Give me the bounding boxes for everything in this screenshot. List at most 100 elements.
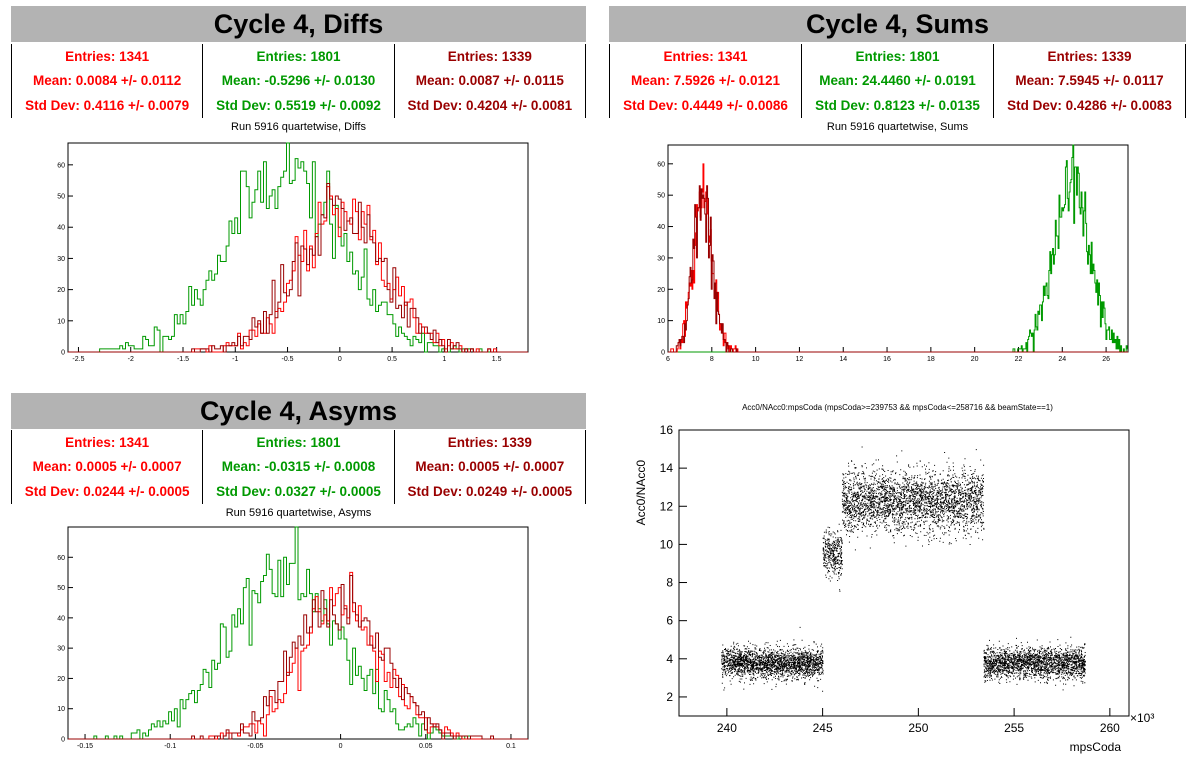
entries-label: Entries: 1801 <box>256 434 341 450</box>
mean-label: Mean: 7.5945 +/- 0.0117 <box>1015 73 1164 89</box>
sums-subtitle: Run 5916 quartetwise, Sums <box>826 121 969 133</box>
mean-label: Mean: 24.4460 +/- 0.0191 <box>819 73 976 89</box>
sums-stats-darkred: Entries: 1339 Mean: 7.5945 +/- 0.0117 St… <box>994 44 1185 118</box>
sums-stats-green: Entries: 1801 Mean: 24.4460 +/- 0.0191 S… <box>802 44 994 118</box>
entries-label: Entries: 1339 <box>447 434 532 450</box>
asyms-xtick-label: 0 <box>339 743 343 750</box>
scatter-xlabel: mpsCoda <box>1070 740 1122 754</box>
sums-histogram: 6 8 10 12 14 16 18 20 22 24 26 0 10 20 30 40 50 60 <box>657 144 1129 363</box>
asyms-ytick-label: 30 <box>57 646 65 653</box>
scatter-ytick-label: 10 <box>660 537 674 551</box>
std-label: Std Dev: 0.4204 +/- 0.0081 <box>407 98 573 114</box>
std-label: Std Dev: 0.8123 +/- 0.0135 <box>815 98 980 114</box>
mean-label: Mean: 0.0087 +/- 0.0115 <box>415 73 564 89</box>
sums-ytick-label: 30 <box>657 255 665 262</box>
sums-xtick-label: 26 <box>1102 356 1110 363</box>
diffs-frame <box>67 142 529 353</box>
diffs-xtick-label: 0 <box>338 356 342 363</box>
std-label: Std Dev: 0.4286 +/- 0.0083 <box>1007 98 1172 114</box>
sums-xtick-label: 12 <box>796 356 804 363</box>
asyms-stats-green: Entries: 1801 Mean: -0.0315 +/- 0.0008 S… <box>203 430 395 504</box>
scatter-ytick-label: 16 <box>660 423 674 437</box>
sums-xtick-label: 10 <box>752 356 760 363</box>
asyms-stats-box: Entries: 1341 Mean: 0.0005 +/- 0.0007 St… <box>11 430 586 504</box>
asyms-xtick-label: -0.15 <box>77 743 93 750</box>
entries-label: Entries: 1801 <box>256 48 341 64</box>
asyms-xtick-label: -0.1 <box>164 743 176 750</box>
mean-label: Mean: 0.0005 +/- 0.0007 <box>32 459 182 475</box>
diffs-stats-red: Entries: 1341 Mean: 0.0084 +/- 0.0112 St… <box>12 44 204 118</box>
sums-xtick-label: 14 <box>839 356 847 363</box>
scatter-ytick-label: 4 <box>666 652 673 666</box>
sums-ytick-label: 0 <box>661 350 665 357</box>
scatter-xtick-label: 260 <box>1100 721 1120 735</box>
asyms-ytick-label: 40 <box>57 615 65 622</box>
diffs-xtick-label: -2 <box>128 356 134 363</box>
diffs-subtitle: Run 5916 quartetwise, Diffs <box>231 121 366 133</box>
entries-label: Entries: 1801 <box>855 48 940 64</box>
asyms-ytick-label: 60 <box>57 555 65 562</box>
diffs-stats-darkred: Entries: 1339 Mean: 0.0087 +/- 0.0115 St… <box>395 44 585 118</box>
diffs-histogram: -2.5 -2 -1.5 -1 -0.5 0 0.5 1 1.5 0 10 20 30 40 50 60 <box>57 142 529 363</box>
entries-label: Entries: 1339 <box>447 48 532 64</box>
entries-label: Entries: 1341 <box>663 48 748 64</box>
mean-label: Mean: 7.5926 +/- 0.0121 <box>631 73 780 89</box>
diffs-xtick-label: 0.5 <box>387 356 397 363</box>
asyms-ytick-label: 20 <box>57 676 65 683</box>
mean-label: Mean: -0.0315 +/- 0.0008 <box>221 459 376 475</box>
diffs-stats-box: Entries: 1341 Mean: 0.0084 +/- 0.0112 St… <box>11 44 586 118</box>
diffs-xtick-label: -2.5 <box>72 356 84 363</box>
asyms-stats-darkred: Entries: 1339 Mean: 0.0005 +/- 0.0007 St… <box>395 430 585 504</box>
sums-title: Cycle 4, Sums <box>609 6 1186 42</box>
asyms-xtick-label: 0.05 <box>419 743 433 750</box>
diffs-xtick-label: -1.5 <box>177 356 189 363</box>
diffs-stats-green: Entries: 1801 Mean: -0.5296 +/- 0.0130 S… <box>203 44 395 118</box>
sums-xtick-label: 20 <box>971 356 979 363</box>
sums-stats-red: Entries: 1341 Mean: 7.5926 +/- 0.0121 St… <box>610 44 802 118</box>
diffs-ytick-label: 60 <box>57 162 65 169</box>
asyms-xtick-label: 0.1 <box>506 743 516 750</box>
entries-label: Entries: 1341 <box>65 48 150 64</box>
diffs-xtick-label: 1.5 <box>492 356 502 363</box>
sums-xtick-label: 6 <box>666 356 670 363</box>
scatter-points <box>721 446 1086 692</box>
diffs-xtick-label: -1 <box>232 356 238 363</box>
diffs-ytick-label: 50 <box>57 194 65 201</box>
scatter-ytick-label: 2 <box>666 690 673 704</box>
sums-xtick-label: 22 <box>1015 356 1023 363</box>
diffs-series-0 <box>68 142 528 353</box>
scatter-ytick-label: 12 <box>660 499 674 513</box>
scatter-exponent: ×10³ <box>1130 711 1154 725</box>
asyms-title: Cycle 4, Asyms <box>11 393 586 429</box>
std-label: Std Dev: 0.0327 +/- 0.0005 <box>216 484 381 500</box>
sums-xtick-label: 16 <box>883 356 891 363</box>
scatter-title: Acc0/NAcc0:mpsCoda (mpsCoda>=239753 && m… <box>742 403 1053 412</box>
diffs-ytick-label: 20 <box>57 287 65 294</box>
scatter-ytick-label: 6 <box>666 614 673 628</box>
diffs-ytick-label: 40 <box>57 225 65 232</box>
sums-ytick-label: 10 <box>657 318 665 325</box>
diffs-ytick-label: 30 <box>57 256 65 263</box>
asyms-histogram: -0.15 -0.1 -0.05 0 0.05 0.1 0 10 20 30 40 50 60 <box>57 526 529 750</box>
sums-ytick-label: 40 <box>657 224 665 231</box>
sums-xtick-label: 24 <box>1058 356 1066 363</box>
diffs-xtick-label: -0.5 <box>282 356 294 363</box>
std-label: Std Dev: 0.5519 +/- 0.0092 <box>216 98 381 114</box>
std-label: Std Dev: 0.0244 +/- 0.0005 <box>24 484 190 500</box>
sums-ytick-label: 50 <box>657 193 665 200</box>
scatter-xtick-label: 240 <box>717 721 737 735</box>
entries-label: Entries: 1339 <box>1047 48 1132 64</box>
scatter-xtick-label: 255 <box>1004 721 1024 735</box>
asyms-ytick-label: 10 <box>57 706 65 713</box>
sums-xtick-label: 18 <box>927 356 935 363</box>
diffs-title: Cycle 4, Diffs <box>11 6 586 42</box>
mean-label: Mean: 0.0084 +/- 0.0112 <box>33 73 182 89</box>
std-label: Std Dev: 0.4116 +/- 0.0079 <box>25 98 190 114</box>
entries-label: Entries: 1341 <box>65 434 150 450</box>
sums-series-2 <box>668 185 1128 353</box>
sums-ytick-label: 20 <box>657 287 665 294</box>
scatter-xtick-label: 245 <box>813 721 833 735</box>
asyms-subtitle: Run 5916 quartetwise, Asyms <box>225 507 372 519</box>
scatter-xtick-label: 250 <box>908 721 928 735</box>
scatter-ytick-label: 8 <box>666 576 673 590</box>
